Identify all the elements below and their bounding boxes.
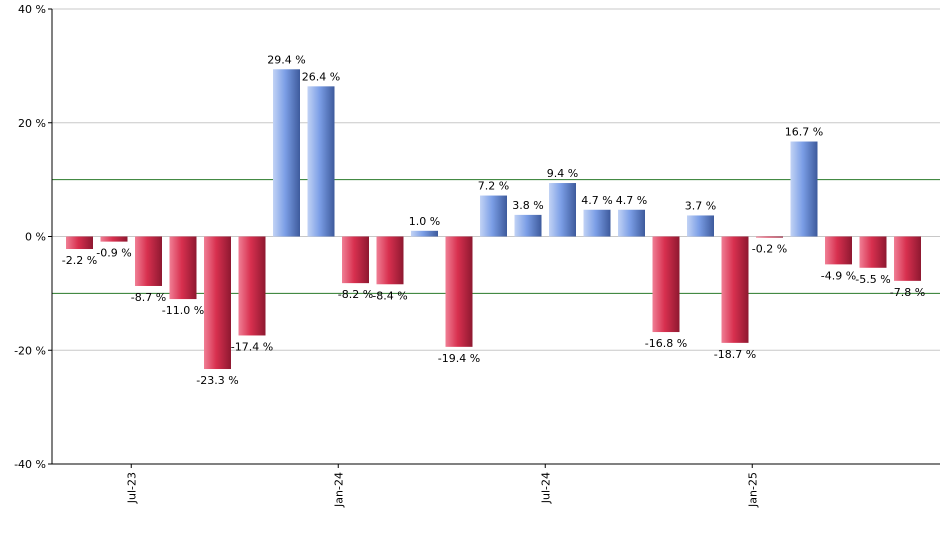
bar bbox=[273, 69, 300, 237]
bar bbox=[549, 183, 576, 237]
data-label: -2.2 % bbox=[62, 254, 97, 267]
bar bbox=[307, 86, 335, 237]
data-label: -5.5 % bbox=[855, 273, 890, 286]
data-label: 26.4 % bbox=[302, 70, 340, 83]
bar bbox=[238, 236, 266, 336]
bar bbox=[411, 230, 438, 237]
bar bbox=[790, 141, 818, 237]
bar bbox=[825, 236, 852, 265]
data-label: 1.0 % bbox=[409, 215, 440, 228]
y-tick-label: -40 % bbox=[14, 458, 46, 471]
data-label: 7.2 % bbox=[478, 180, 509, 193]
bar bbox=[721, 236, 749, 343]
bar bbox=[480, 195, 507, 237]
data-label: -23.3 % bbox=[196, 374, 238, 387]
data-label: -0.2 % bbox=[752, 243, 787, 256]
y-tick-label: 0 % bbox=[25, 231, 46, 244]
data-label: -18.7 % bbox=[714, 348, 756, 361]
bar bbox=[376, 236, 404, 285]
y-tick-label: 40 % bbox=[18, 3, 46, 16]
data-label: 4.7 % bbox=[581, 194, 612, 207]
bar bbox=[859, 236, 887, 268]
data-label: 9.4 % bbox=[547, 167, 578, 180]
y-tick-label: -20 % bbox=[14, 344, 46, 357]
x-tick-label: Jan-25 bbox=[746, 472, 759, 508]
x-tick-label: Jan-24 bbox=[332, 472, 345, 508]
bar bbox=[687, 215, 714, 237]
bar bbox=[66, 236, 93, 250]
data-label: 29.4 % bbox=[267, 53, 305, 66]
bar bbox=[342, 236, 369, 284]
data-label: -16.8 % bbox=[645, 337, 687, 350]
bar bbox=[204, 236, 231, 370]
data-label: -19.4 % bbox=[438, 352, 480, 365]
data-label: 4.7 % bbox=[616, 194, 647, 207]
data-labels: -2.2 %-0.9 % -8.7 %-11.0 % -23.3 % -17.4 % 2… bbox=[62, 53, 925, 387]
data-label: 3.8 % bbox=[512, 199, 543, 212]
bar bbox=[618, 209, 645, 237]
data-label: -8.4 % bbox=[372, 289, 407, 302]
bar bbox=[169, 236, 197, 300]
data-label: -0.9 % bbox=[96, 247, 131, 260]
data-label: 16.7 % bbox=[785, 126, 823, 139]
data-label: -8.2 % bbox=[338, 288, 373, 301]
data-label: 3.7 % bbox=[685, 199, 716, 212]
data-label: -4.9 % bbox=[821, 269, 856, 282]
data-label: -11.0 % bbox=[162, 304, 204, 317]
bar bbox=[100, 236, 128, 242]
data-label: -17.4 % bbox=[231, 340, 273, 353]
bar bbox=[894, 236, 921, 281]
bars bbox=[66, 69, 921, 370]
bar bbox=[583, 209, 611, 237]
bar bbox=[652, 236, 680, 333]
x-tick-label: Jul-23 bbox=[125, 472, 138, 504]
bar bbox=[756, 236, 783, 238]
y-tick-label: 20 % bbox=[18, 117, 46, 130]
x-tick-label: Jul-24 bbox=[539, 472, 552, 504]
data-label: -7.8 % bbox=[890, 286, 925, 299]
data-label: -8.7 % bbox=[131, 291, 166, 304]
axes: 40 % 20 % 0 % -20 % -40 % Jul-23 Jan-24 Jul-24 J… bbox=[14, 3, 940, 508]
bar bbox=[514, 214, 542, 237]
bar bbox=[135, 236, 162, 286]
bar bbox=[445, 236, 473, 347]
